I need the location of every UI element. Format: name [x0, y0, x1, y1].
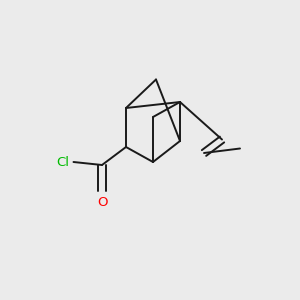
Text: Cl: Cl [56, 155, 69, 169]
Text: O: O [97, 196, 107, 208]
